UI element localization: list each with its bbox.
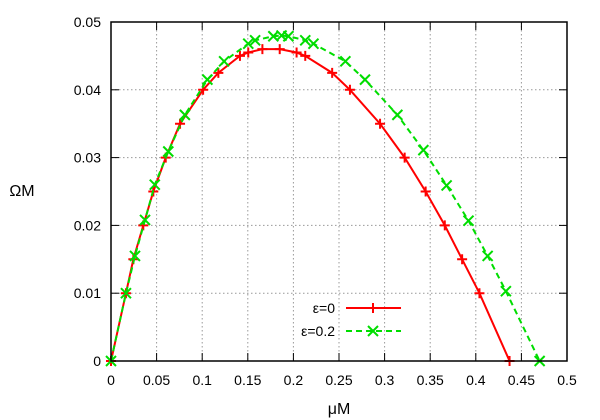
legend: ε=0 ε=0.2: [301, 300, 401, 339]
data-point: [149, 179, 161, 191]
data-point: [274, 44, 285, 55]
data-point: [299, 34, 311, 47]
x-tick-label: 0: [107, 372, 115, 388]
y-tick-label: 0: [93, 353, 101, 369]
x-axis-label: μM: [328, 401, 351, 418]
x-tick-label: 0.1: [192, 372, 212, 388]
data-point: [179, 109, 191, 121]
x-tick-label: 0.25: [325, 372, 352, 388]
x-tick-label: 0.2: [284, 372, 304, 388]
data-point: [139, 214, 151, 226]
data-point: [129, 250, 141, 262]
data-point: [120, 287, 132, 299]
legend-label-eps0: ε=0: [313, 300, 335, 316]
legend-label-eps02: ε=0.2: [301, 323, 335, 339]
data-point: [474, 288, 485, 299]
data-point: [218, 55, 230, 68]
x-tick-label: 0.15: [234, 372, 261, 388]
data-point: [375, 118, 386, 129]
y-axis-label: ΩM: [9, 183, 34, 200]
data-point: [234, 50, 245, 61]
ticks: 0 0.05 0.1 0.15 0.2 0.25 0.3 0.35 0.4 0.45 0.5 0 0.0…: [74, 14, 577, 388]
series-0: [106, 44, 515, 366]
data-point: [462, 214, 475, 227]
data-point: [327, 67, 338, 78]
data-point: [399, 152, 410, 163]
data-point: [391, 109, 404, 121]
data-point: [344, 84, 355, 95]
data-point: [500, 285, 512, 297]
data-point: [440, 179, 453, 192]
data-point: [282, 30, 295, 42]
data-point: [291, 47, 302, 58]
data-point: [420, 186, 431, 197]
data-point: [359, 73, 371, 86]
data-point: [439, 220, 450, 231]
data-point: [300, 50, 311, 61]
y-tick-label: 0.05: [74, 14, 101, 30]
series-line: [110, 48, 511, 362]
data-point: [249, 34, 261, 47]
data-point: [242, 37, 254, 50]
data-point: [213, 67, 224, 78]
plot-frame: [110, 21, 568, 362]
x-tick-label: 0.05: [143, 372, 170, 388]
x-tick-label: 0.5: [557, 372, 577, 388]
data-point: [257, 44, 268, 55]
data-point: [457, 254, 468, 265]
y-tick-label: 0.03: [74, 150, 101, 166]
data-point: [307, 37, 320, 50]
data-point: [417, 144, 430, 156]
x-tick-label: 0.4: [466, 372, 486, 388]
data-point: [243, 47, 254, 58]
y-tick-label: 0.04: [74, 82, 101, 98]
y-tick-label: 0.02: [74, 217, 101, 233]
legend-marker: [367, 325, 379, 337]
data-point: [162, 145, 174, 158]
legend-marker: [368, 303, 378, 313]
data-point: [201, 73, 214, 86]
x-tick-label: 0.45: [508, 372, 535, 388]
data-point: [481, 250, 494, 262]
data-point: [339, 55, 352, 68]
x-tick-label: 0.3: [375, 372, 395, 388]
y-tick-label: 0.01: [74, 285, 101, 301]
grid: [111, 22, 567, 361]
x-tick-label: 0.35: [417, 372, 444, 388]
